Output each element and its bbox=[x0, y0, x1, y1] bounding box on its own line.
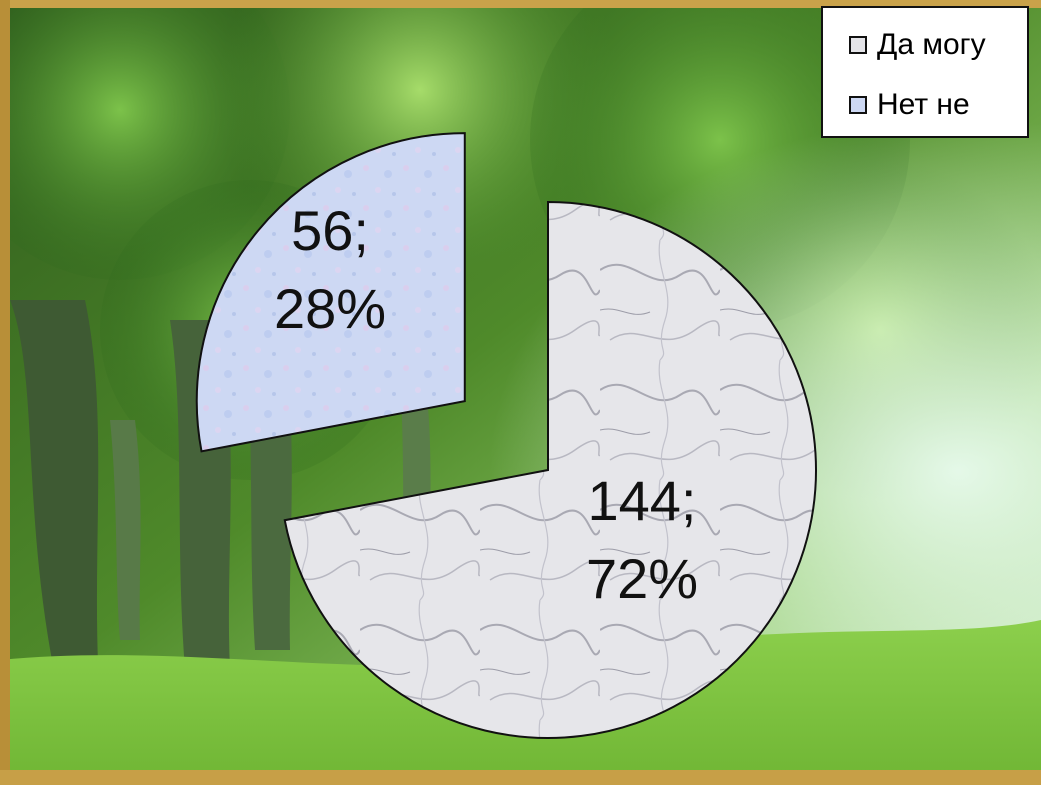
pie-slices bbox=[195, 132, 817, 739]
pie-slice-labels: 144; 72% 56; 28% bbox=[274, 199, 698, 610]
legend-item-net-ne: Нет не bbox=[849, 88, 970, 122]
slice-value-label: 144; bbox=[588, 469, 697, 532]
chart-legend: Да могу Нет не bbox=[821, 6, 1029, 138]
legend-swatch-da-mogu bbox=[849, 36, 867, 54]
pie-slice-da-mogu bbox=[283, 200, 817, 739]
legend-label-da-mogu: Да могу bbox=[877, 28, 986, 61]
legend-item-da-mogu: Да могу bbox=[849, 28, 986, 62]
pie-slice-net-ne bbox=[195, 132, 466, 453]
slice-percent-label: 28% bbox=[274, 277, 386, 340]
slice-percent-label: 72% bbox=[586, 547, 698, 610]
legend-label-net-ne: Нет не bbox=[877, 88, 970, 121]
slice-value-label: 56; bbox=[291, 199, 369, 262]
legend-swatch-net-ne bbox=[849, 96, 867, 114]
